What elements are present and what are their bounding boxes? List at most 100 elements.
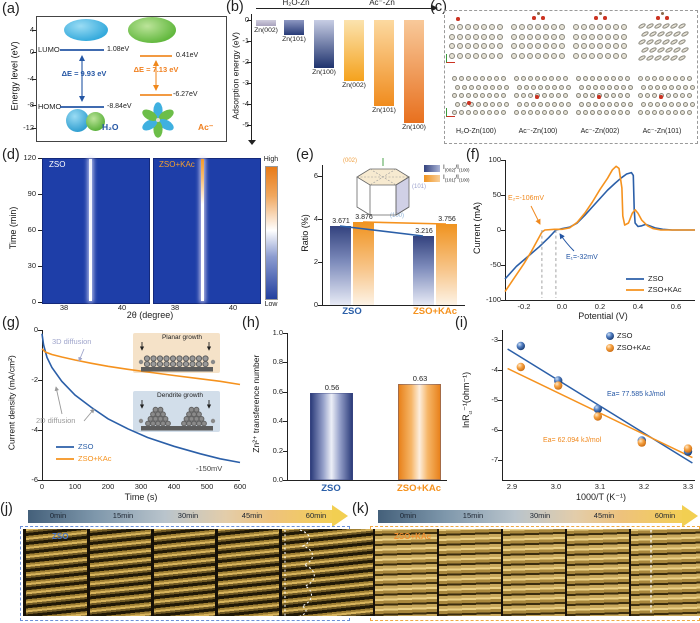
data-point-zso [554,376,563,385]
homo-orbital-h2o-blue [66,109,89,132]
y-tick-mark [501,230,505,231]
zn-atom [524,84,529,90]
panel-e-yaxis [322,165,324,305]
panel-h-xaxis [287,480,447,482]
data-point-zso-kac [593,412,602,421]
data-point-zso-kac [554,381,563,390]
zn-atom [497,52,503,59]
panel-b-yaxis [251,14,253,140]
ratio-bar [413,235,434,305]
zn-atom [527,93,533,98]
panel-i-label: (i) [455,315,468,331]
y-tick-mark [38,158,42,159]
zn-atom [617,75,623,82]
xrd-peak-line-zso-kac [201,159,205,301]
panel-e-xaxis [322,305,465,307]
zn-atom [517,84,522,90]
zn-atom [458,93,464,98]
zn-atom [497,101,502,107]
y-tick-label: 0.2 [272,445,283,455]
zn-atom [531,101,536,107]
y-tick-label: -5 [242,120,249,129]
zn-atom [527,52,533,59]
zn-atom [551,43,557,49]
timeline-label: 45min [593,511,615,520]
y-tick-label: 1.0 [272,328,283,337]
x-tick-label: 500 [200,482,214,491]
zn-atom [479,110,485,115]
zn-atom [497,24,503,30]
y-tick-label: 4 [313,214,318,223]
y-tick-mark [283,450,287,452]
zn-atom [562,93,568,98]
zn-atom [589,24,595,30]
zn-atom [541,76,547,81]
zn-atom [511,33,517,40]
ea-blue-label: Ea= 77.585 kJ/mol [607,391,666,398]
y-tick-mark [32,79,36,80]
zn-atom [457,43,463,49]
zn-atom [559,33,565,40]
y-tick-mark [38,230,42,231]
y-tick-label: -4 [27,74,34,83]
y-tick-label: 0.8 [272,357,283,367]
zn-atom [472,110,478,115]
adsorption-bar-label: Zn(100) [312,69,336,76]
zn-atom [575,109,581,116]
zn-atom [596,109,602,116]
y-tick-label: -3 [242,78,249,87]
y-tick-mark [498,460,502,461]
cv-curve-zso [504,171,695,280]
zn-atom [489,43,495,49]
adsorbate-marker [597,95,601,99]
zn-atom [610,92,616,99]
delta-e-ac: ΔE = 7.13 eV [133,65,179,74]
adsorption-bar [404,20,424,123]
zn-atom [455,101,460,107]
acetate-o-atom [603,16,607,20]
homo-orbital-h2o-green [86,112,105,131]
annotation-3d-diffusion: 3D diffusion [52,337,92,346]
y-tick-mark [501,265,505,266]
zn-atom [605,43,611,49]
zn-atom [545,101,550,107]
zn-atom [534,110,540,115]
y-tick-label: 6 [313,171,318,180]
annotation-e1: E₁=-32mV [566,254,598,261]
zn-atom [589,92,595,99]
legend-ratio-101: I(101)/I(100) [443,174,470,183]
crystal-face-101-label: (101) [412,184,427,190]
e2-arrow [530,205,541,225]
zn-atom [617,109,623,116]
zn-atom [624,109,630,116]
zn-atom [473,43,479,49]
zn-atom [559,84,564,90]
i-legend-dot-zso [606,332,614,340]
zn-atom [538,101,543,107]
zn-atom [513,110,519,115]
i-legend-dot-zso-kac [606,344,614,352]
zn-atom [465,52,471,59]
x-tick-label: 300 [134,482,148,491]
legend-swatch-002 [424,165,440,172]
zn-atom [493,76,499,81]
zn-atom [449,33,455,40]
y-tick-mark [247,62,251,63]
zn-atom [535,24,541,30]
y-tick-mark [247,83,251,84]
zn-atom [489,52,495,59]
crystal-top-face [356,168,410,186]
homo-label: HOMO [38,102,62,111]
zn-atom [541,110,547,115]
zn-atom [462,84,467,90]
y-tick-label: 30 [27,261,36,270]
ratio-bar-value: 3.876 [355,213,373,221]
y-tick-label: -4 [31,425,38,434]
zn-atom [465,110,471,115]
zn-atom [624,75,630,82]
timeline-arrow-j [28,510,332,523]
timeline-label: 60min [654,511,676,520]
zn-atom [476,84,481,90]
water-molecule [456,17,460,21]
zn-atom [519,43,525,49]
